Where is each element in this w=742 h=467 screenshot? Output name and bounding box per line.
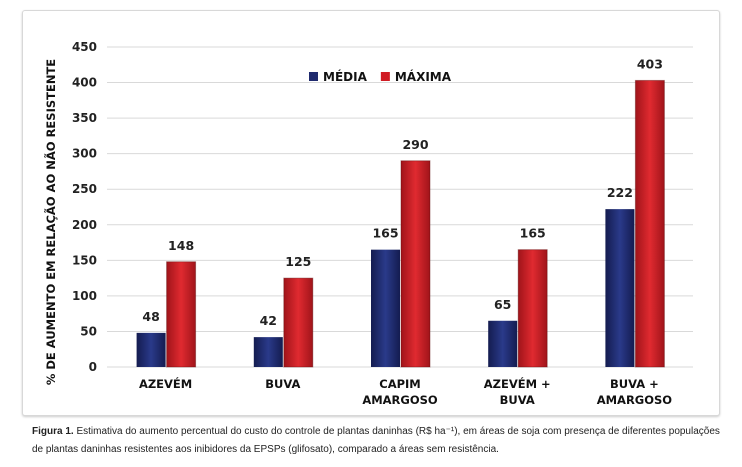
x-tick-label: BUVA <box>265 377 300 391</box>
y-tick-label: 400 <box>72 76 97 90</box>
bar-maxima <box>634 79 665 368</box>
legend-label: MÁXIMA <box>395 69 452 84</box>
bar-chart: % DE AUMENTO EM RELAÇÃO AO NÃO RESISTENT… <box>43 40 693 407</box>
bar-media <box>136 332 166 367</box>
y-tick-label: 200 <box>72 218 97 232</box>
y-tick-label: 300 <box>72 147 97 161</box>
y-tick-label: 350 <box>72 111 97 125</box>
bar-media <box>605 209 635 367</box>
caption-label: Figura 1. <box>32 426 74 437</box>
bar-media <box>253 337 283 367</box>
y-axis-label: % DE AUMENTO EM RELAÇÃO AO NÃO RESISTENT… <box>43 59 58 385</box>
x-tick-label: CAPIM <box>379 377 421 391</box>
legend-swatch <box>309 72 318 81</box>
data-label: 48 <box>142 309 159 324</box>
data-label: 125 <box>285 254 311 269</box>
bar-media <box>488 320 518 367</box>
x-tick-label: AZEVÉM + <box>484 376 551 391</box>
y-tick-label: 50 <box>80 324 97 338</box>
x-tick-label: BUVA <box>500 393 535 407</box>
bar-maxima <box>517 249 548 368</box>
data-label: 165 <box>520 226 546 241</box>
x-tick-label: AMARGOSO <box>362 393 438 407</box>
data-label: 42 <box>260 313 277 328</box>
x-tick-label: BUVA + <box>610 377 659 391</box>
bar-maxima <box>283 277 314 368</box>
y-tick-label: 150 <box>72 253 97 267</box>
y-tick-label: 100 <box>72 289 97 303</box>
data-label: 403 <box>637 56 663 71</box>
data-label: 65 <box>494 297 511 312</box>
y-tick-label: 250 <box>72 182 97 196</box>
x-tick-label: AMARGOSO <box>597 393 673 407</box>
caption-text: Estimativa do aumento percentual do cust… <box>32 426 720 455</box>
x-tick-label: AZEVÉM <box>139 376 192 391</box>
data-label: 165 <box>372 226 398 241</box>
bar-media <box>371 249 400 367</box>
bar-maxima <box>400 160 431 368</box>
data-label: 148 <box>168 238 194 253</box>
figure-caption: Figura 1. Estimativa do aumento percentu… <box>32 423 722 459</box>
legend-label: MÉDIA <box>323 69 368 84</box>
y-tick-label: 450 <box>72 40 97 54</box>
y-tick-label: 0 <box>89 360 97 374</box>
data-label: 222 <box>607 185 633 200</box>
data-label: 290 <box>402 137 428 152</box>
bar-maxima <box>166 261 197 368</box>
legend-swatch <box>380 72 390 81</box>
